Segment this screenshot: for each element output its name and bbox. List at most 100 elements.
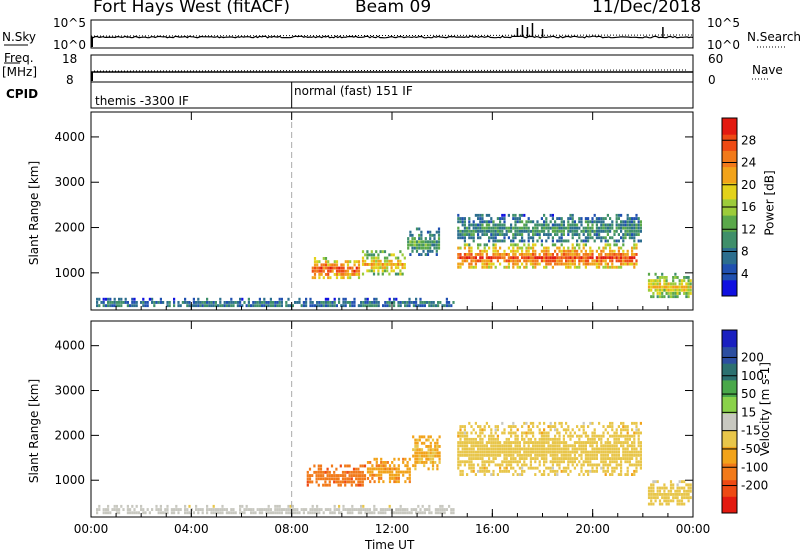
data-cell	[333, 273, 336, 276]
data-cell	[357, 467, 360, 471]
data-cell	[595, 457, 598, 460]
data-cell	[510, 428, 513, 432]
data-cell	[399, 504, 402, 508]
data-cell	[534, 256, 537, 260]
data-cell	[146, 301, 149, 304]
data-cell	[676, 276, 679, 279]
data-cell	[311, 276, 314, 280]
data-cell	[647, 285, 651, 289]
data-cell	[523, 226, 526, 230]
data-cell	[344, 470, 347, 474]
data-cell	[377, 272, 380, 276]
data-cell	[512, 466, 515, 470]
data-cell	[470, 229, 473, 233]
data-cell	[468, 233, 471, 236]
data-cell	[357, 474, 360, 477]
data-cell	[311, 266, 314, 270]
data-cell	[463, 233, 466, 236]
data-cell	[540, 239, 543, 243]
data-cell	[658, 282, 662, 286]
data-cell	[481, 253, 484, 256]
data-cell	[582, 428, 585, 432]
data-cell	[468, 246, 471, 250]
data-cell	[532, 434, 535, 438]
data-cell	[549, 253, 552, 256]
data-cell	[342, 504, 345, 508]
data-cell	[595, 223, 598, 227]
data-cell	[622, 220, 625, 224]
data-cell	[418, 227, 421, 231]
data-cell	[587, 469, 590, 473]
data-cell	[631, 441, 634, 444]
data-cell	[479, 450, 482, 454]
data-cell	[622, 450, 625, 454]
data-cell	[408, 457, 411, 461]
data-cell	[569, 226, 572, 230]
data-cell	[615, 441, 618, 444]
data-cell	[687, 496, 690, 500]
data-cell	[439, 301, 442, 304]
data-cell	[604, 441, 607, 444]
data-cell	[463, 223, 466, 227]
data-cell	[571, 262, 574, 266]
data-cell	[667, 292, 670, 295]
data-cell	[617, 253, 620, 256]
data-cell	[665, 288, 668, 292]
data-cell	[512, 239, 515, 243]
data-cell	[326, 483, 329, 487]
data-cell	[505, 469, 508, 473]
data-cell	[372, 263, 376, 266]
data-cell	[604, 447, 607, 451]
data-cell	[639, 431, 642, 435]
data-cell	[536, 229, 539, 233]
data-cell	[680, 499, 684, 503]
data-cell	[461, 444, 464, 448]
data-cell	[366, 253, 369, 257]
data-cell	[683, 292, 686, 295]
data-cell	[429, 454, 432, 458]
data-cell	[416, 457, 419, 461]
data-cell	[188, 301, 191, 304]
data-cell	[331, 269, 334, 273]
colorbar-tick-label: -50	[741, 442, 761, 456]
data-cell	[584, 239, 587, 243]
data-cell	[628, 444, 631, 448]
data-cell	[521, 249, 524, 253]
data-cell	[611, 469, 614, 473]
data-cell	[665, 285, 668, 289]
data-cell	[335, 266, 339, 270]
data-cell	[676, 483, 679, 487]
data-cell	[361, 256, 365, 260]
data-cell	[534, 243, 537, 247]
data-cell	[278, 297, 281, 301]
data-cell	[521, 453, 524, 457]
data-cell	[510, 444, 513, 448]
colorbar-tick-label: 15	[741, 405, 756, 419]
data-cell	[466, 473, 469, 476]
colorbar-tick-label: 50	[741, 387, 756, 401]
data-cell	[342, 269, 345, 273]
data-cell	[363, 464, 367, 468]
data-cell	[523, 265, 526, 269]
data-cell	[543, 431, 546, 435]
data-cell	[611, 428, 614, 432]
data-cell	[420, 451, 424, 455]
colorbar-segment	[722, 182, 737, 200]
data-cell	[377, 253, 380, 257]
data-cell	[479, 223, 482, 227]
data-cell	[595, 256, 598, 260]
data-cell	[357, 477, 360, 481]
data-cell	[381, 272, 384, 276]
data-cell	[335, 304, 338, 308]
station-title: Fort Hays West (fitACF)	[93, 0, 290, 17]
data-cell	[499, 223, 502, 227]
data-cell	[547, 253, 550, 256]
freq-tick-top: 18	[62, 52, 78, 66]
data-cell	[635, 450, 638, 454]
data-cell	[503, 239, 506, 243]
data-cell	[370, 250, 373, 254]
data-cell	[611, 220, 614, 224]
data-cell	[409, 233, 412, 237]
data-cell	[600, 447, 603, 451]
data-cell	[434, 511, 437, 515]
